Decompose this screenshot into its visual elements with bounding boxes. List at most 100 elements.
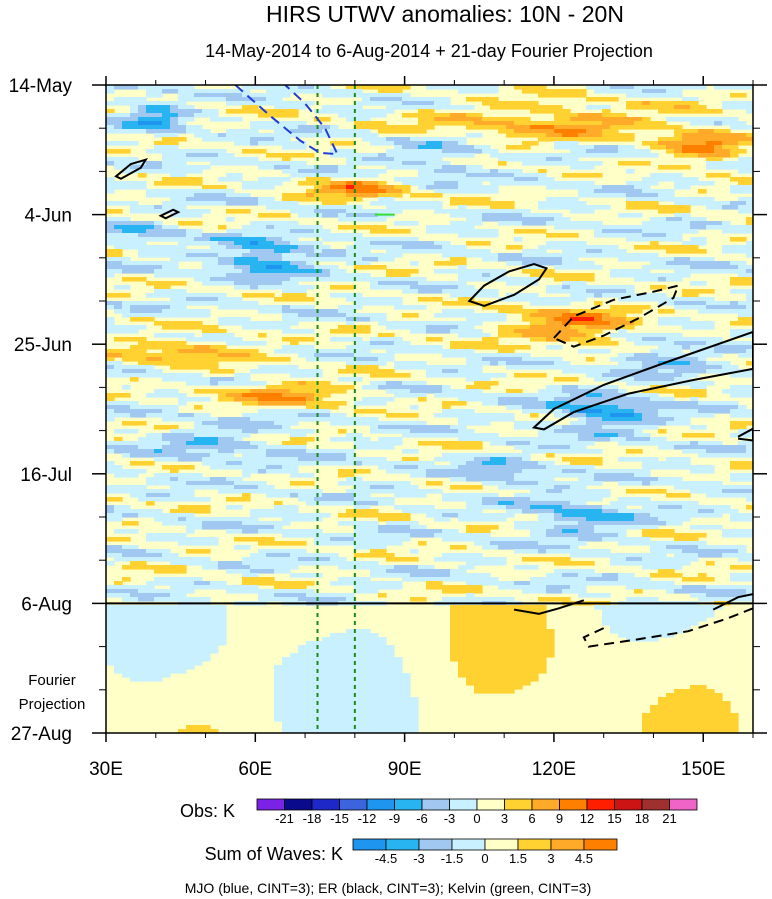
heatmap-cell [482,385,491,390]
heatmap-cell [474,393,483,398]
heatmap-cell [626,189,635,194]
heatmap-cell [218,345,227,350]
heatmap-cell [450,301,459,306]
heatmap-cell [546,429,555,434]
heatmap-cell [202,277,211,282]
heatmap-cell [626,357,635,362]
heatmap-cell [602,153,611,158]
heatmap-cell [634,433,643,438]
heatmap-cell [170,265,179,270]
heatmap-cell [506,461,515,466]
heatmap-cell [178,117,187,122]
heatmap-cell [730,185,739,190]
heatmap-cell [154,253,163,258]
heatmap-cell [530,229,539,234]
heatmap-cell [610,369,619,374]
heatmap-cell [530,173,539,178]
heatmap-cell [258,113,267,118]
heatmap-cell [370,385,379,390]
heatmap-cell [746,189,753,194]
heatmap-cell [242,449,251,454]
heatmap-cell [610,193,619,198]
heatmap-cell [578,153,587,158]
heatmap-cell [226,433,235,438]
heatmap-cell [274,277,283,282]
heatmap-cell [426,245,435,250]
heatmap-cell [386,381,395,386]
heatmap-cell [202,437,211,442]
heatmap-cell [378,217,387,222]
heatmap-cell [418,193,427,198]
heatmap-cell [154,389,163,394]
heatmap-cell [634,101,643,106]
heatmap-cell [674,349,683,354]
heatmap-cell [322,401,331,406]
heatmap-cell [554,133,563,138]
heatmap-cell [626,285,635,290]
heatmap-cell [682,245,691,250]
heatmap-cell [506,253,515,258]
heatmap-cell [194,269,203,274]
heatmap-cell [658,233,667,238]
heatmap-cell [642,305,651,310]
heatmap-cell [538,257,547,262]
heatmap-cell [386,273,395,278]
heatmap-cell [450,425,459,430]
heatmap-cell [274,265,283,270]
heatmap-cell [458,233,467,238]
heatmap-cell [218,273,227,278]
heatmap-cell [378,113,387,118]
heatmap-cell [650,373,659,378]
heatmap-cell [522,437,531,442]
heatmap-cell [226,193,235,198]
heatmap-cell [722,349,731,354]
heatmap-cell [290,461,299,466]
heatmap-cell [586,401,595,406]
heatmap-cell [338,417,347,422]
heatmap-cell [402,373,411,378]
heatmap-cell [674,321,683,326]
heatmap-cell [602,189,611,194]
heatmap-cell [562,397,571,402]
heatmap-cell [642,185,651,190]
heatmap-cell [458,257,467,262]
heatmap-cell [690,349,699,354]
heatmap-cell [186,353,195,358]
heatmap-cell [306,297,315,302]
heatmap-cell [282,449,291,454]
heatmap-cell [594,337,603,342]
heatmap-cell [130,413,139,418]
heatmap-cell [298,389,307,394]
heatmap-cell [130,209,139,214]
heatmap-cell [490,417,499,422]
heatmap-cell [722,245,731,250]
heatmap-cell [322,309,331,314]
heatmap-cell [418,121,427,126]
heatmap-cell [554,385,563,390]
heatmap-cell [450,289,459,294]
heatmap-cell [146,105,155,110]
heatmap-cell [130,441,139,446]
heatmap-cell [394,141,403,146]
heatmap-cell [314,457,323,462]
heatmap-cell [658,125,667,130]
heatmap-cell [482,433,491,438]
heatmap-cell [482,217,491,222]
heatmap-cell [210,325,219,330]
heatmap-cell [274,221,283,226]
heatmap-cell [226,297,235,302]
heatmap-cell [554,241,563,246]
heatmap-cell [298,273,307,278]
heatmap-cell [330,277,339,282]
heatmap-cell [322,245,331,250]
heatmap-cell [178,101,187,106]
heatmap-cell [170,117,179,122]
heatmap-cell [178,301,187,306]
heatmap-cell [474,437,483,442]
heatmap-cell [746,321,753,326]
heatmap-cell [602,249,611,254]
heatmap-cell [522,277,531,282]
heatmap-cell [658,141,667,146]
heatmap-cell [274,309,283,314]
heatmap-cell [642,121,651,126]
